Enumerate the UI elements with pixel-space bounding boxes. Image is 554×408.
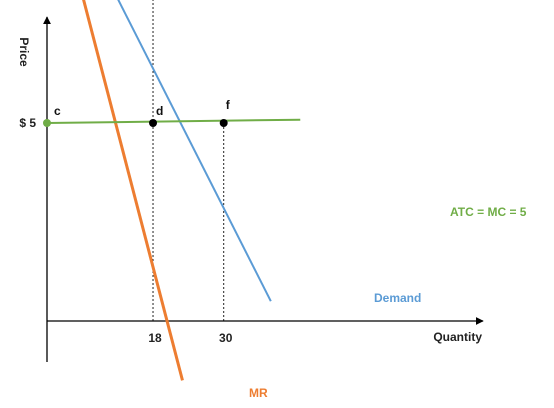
point-label-d: d	[156, 104, 163, 118]
mr-label: MR	[249, 386, 268, 400]
point-f	[219, 119, 228, 127]
demand-line	[117, 0, 272, 302]
point-label-f: f	[226, 98, 231, 112]
point-d	[149, 119, 158, 127]
series-lines	[46, 0, 301, 381]
demand-label: Demand	[374, 291, 421, 305]
y-axis-title: Price	[17, 37, 31, 67]
x-tick-label: 18	[148, 331, 162, 345]
atc-mc-label: ATC = MC = 5	[450, 205, 527, 219]
x-axis-title: Quantity	[433, 330, 482, 344]
guide-lines	[152, 0, 225, 321]
atc-mc-line	[46, 118, 301, 124]
point-c	[43, 119, 51, 127]
points	[43, 119, 228, 127]
x-tick-label: 30	[219, 331, 233, 345]
point-label-c: c	[54, 104, 61, 118]
y-tick-label: $ 5	[19, 116, 36, 130]
mr-line	[82, 0, 184, 381]
